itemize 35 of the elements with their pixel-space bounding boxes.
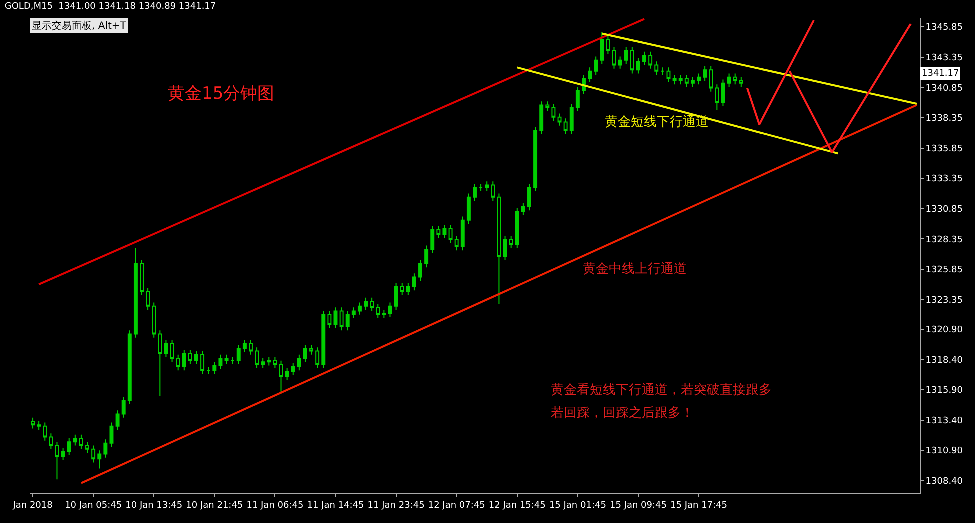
annotation: 显示交易面板, Alt+T bbox=[32, 20, 128, 32]
y-tick-label: 1335.85 bbox=[926, 144, 964, 154]
y-tick-label: 1345.85 bbox=[926, 23, 964, 34]
y-tick-label: 1330.85 bbox=[926, 205, 964, 215]
y-tick-label: 1328.35 bbox=[926, 235, 964, 246]
y-tick-label: 1318.40 bbox=[926, 356, 964, 366]
x-tick-label: 15 Jan 09:45 bbox=[610, 500, 667, 511]
y-tick-label: 1325.85 bbox=[926, 266, 964, 276]
x-tick-label: 12 Jan 15:45 bbox=[488, 500, 546, 511]
x-tick-label: 10 Jan 21:45 bbox=[186, 500, 244, 511]
y-tick-label: 1343.35 bbox=[926, 54, 964, 64]
y-tick-label: 1333.35 bbox=[926, 174, 964, 185]
x-tick-label: 10 Jan 13:45 bbox=[126, 500, 183, 511]
x-tick-label: 11 Jan 23:45 bbox=[368, 500, 425, 511]
x-tick-label: Jan 2018 bbox=[12, 500, 54, 511]
annotation: 黄金中线上行通道 bbox=[583, 262, 687, 277]
x-tick-label: 11 Jan 14:45 bbox=[307, 500, 364, 511]
x-tick-label: 10 Jan 05:45 bbox=[65, 500, 122, 511]
y-tick-label: 1315.90 bbox=[926, 386, 964, 396]
y-tick-label: 1323.35 bbox=[926, 296, 964, 306]
y-tick-label: 1320.90 bbox=[926, 326, 964, 336]
annotation: 黄金15分钟图 bbox=[168, 84, 275, 104]
chart-title: GOLD,M15 1341.00 1341.18 1340.89 1341.17 bbox=[4, 2, 216, 12]
text: 1341.17 bbox=[922, 69, 960, 79]
x-tick-label: 12 Jan 07:45 bbox=[428, 500, 486, 511]
y-tick-label: 1340.85 bbox=[926, 84, 964, 94]
y-tick-label: 1308.40 bbox=[926, 477, 964, 488]
annotation: 若回踩，回踩之后跟多！ bbox=[551, 406, 694, 421]
y-tick-label: 1310.90 bbox=[926, 446, 964, 457]
x-tick-label: 15 Jan 17:45 bbox=[670, 500, 728, 511]
x-tick-label: 15 Jan 01:45 bbox=[549, 500, 606, 511]
annotation: 黄金看短线下行通道，若突破直接跟多 bbox=[551, 383, 772, 398]
y-tick-label: 1338.35 bbox=[926, 114, 964, 124]
x-tick-label: 11 Jan 06:45 bbox=[246, 500, 304, 511]
y-tick-label: 1313.40 bbox=[926, 416, 964, 426]
